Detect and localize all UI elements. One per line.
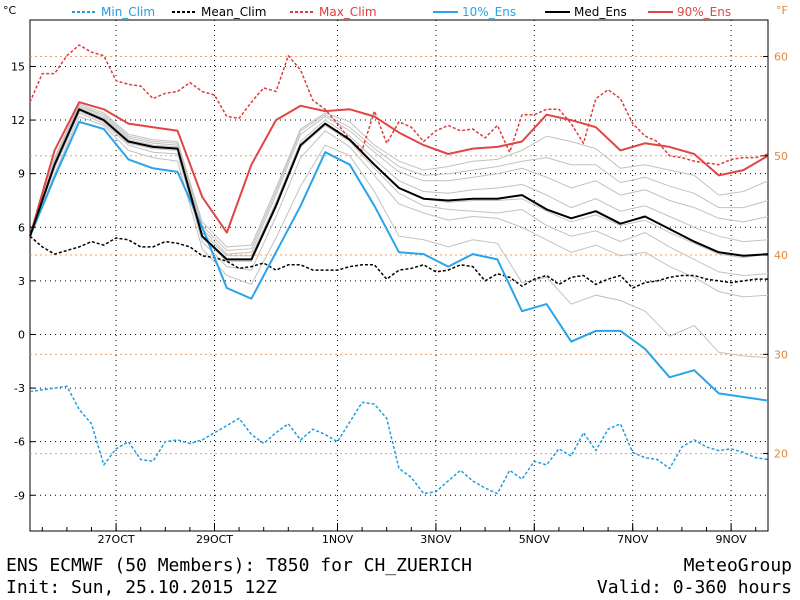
y-tick-label: -9 (14, 489, 25, 502)
grid (30, 20, 768, 531)
f-tick-label: 60 (774, 51, 788, 64)
series-line-mean-clim (29, 235, 768, 289)
y-tick-label: 15 (11, 60, 25, 73)
ensemble-member-line (29, 105, 769, 255)
plot-frame (29, 19, 769, 532)
legend-label: 10%_Ens (462, 5, 516, 19)
x-tick-label: 1NOV (322, 533, 354, 546)
y-axis-left: 15 12 9 6 3 0 -3 -6 -9 (11, 60, 35, 502)
series-lines (29, 44, 769, 495)
y-tick-label: -3 (14, 382, 25, 395)
legend-label: Min_Clim (101, 5, 155, 19)
y-tick-label: 9 (18, 168, 25, 181)
series-line-min-clim (29, 385, 769, 495)
f-tick-label: 40 (774, 249, 788, 262)
y-tick-label: 3 (18, 275, 25, 288)
legend: Min_Clim Mean_Clim Max_Clim 10%_Ens Med_Ens 9… (72, 5, 731, 19)
f-tick-label: 20 (774, 448, 788, 461)
chart-title: ENS ECMWF (50 Members): T850 for CH_ZUER… (6, 555, 472, 576)
ensemble-member-line (29, 103, 769, 248)
y-axis-right: 60 50 40 30 20 (763, 51, 788, 461)
provider-label: MeteoGroup (683, 555, 792, 576)
series-line-10-ens (29, 120, 769, 402)
left-unit-label: °C (3, 4, 17, 17)
y-tick-label: 12 (11, 114, 25, 127)
x-tick-label: 5NOV (519, 533, 551, 546)
ensemble-member-line (29, 110, 769, 277)
ensemble-chart: Min_Clim Mean_Clim Max_Clim 10%_Ens Med_Ens 9… (3, 4, 788, 546)
y-tick-label: 6 (18, 221, 25, 234)
ensemble-member-line (29, 112, 769, 298)
f-tick-label: 30 (774, 348, 788, 361)
y-tick-label: 0 (18, 328, 25, 341)
valid-range: Valid: 0-360 hours (596, 577, 792, 598)
x-tick-label: 29OCT (196, 533, 233, 546)
ensemble-member-line (29, 115, 769, 359)
x-tick-label: 3NOV (420, 533, 452, 546)
legend-label: Mean_Clim (201, 5, 266, 19)
ensemble-member-line (29, 106, 769, 257)
x-tick-label: 27OCT (98, 533, 135, 546)
legend-label: Med_Ens (574, 5, 627, 19)
x-tick-label: 7NOV (617, 533, 649, 546)
ensemble-member-line (29, 105, 769, 252)
y-tick-label: -6 (14, 436, 25, 449)
series-line-90-ens (29, 101, 769, 237)
legend-label: Max_Clim (319, 5, 377, 19)
ensemble-members (29, 103, 769, 359)
x-tick-label: 9NOV (715, 533, 747, 546)
f-tick-label: 50 (774, 150, 788, 163)
legend-label: 90%_Ens (677, 5, 731, 19)
right-unit-label: °F (776, 4, 788, 17)
series-line-max-clim (29, 44, 769, 166)
init-time: Init: Sun, 25.10.2015 12Z (6, 577, 277, 598)
x-axis: 27OCT 29OCT 1NOV 3NOV 5NOV 7NOV 9NOV (41, 523, 757, 546)
series-line-med-ens (29, 108, 769, 261)
